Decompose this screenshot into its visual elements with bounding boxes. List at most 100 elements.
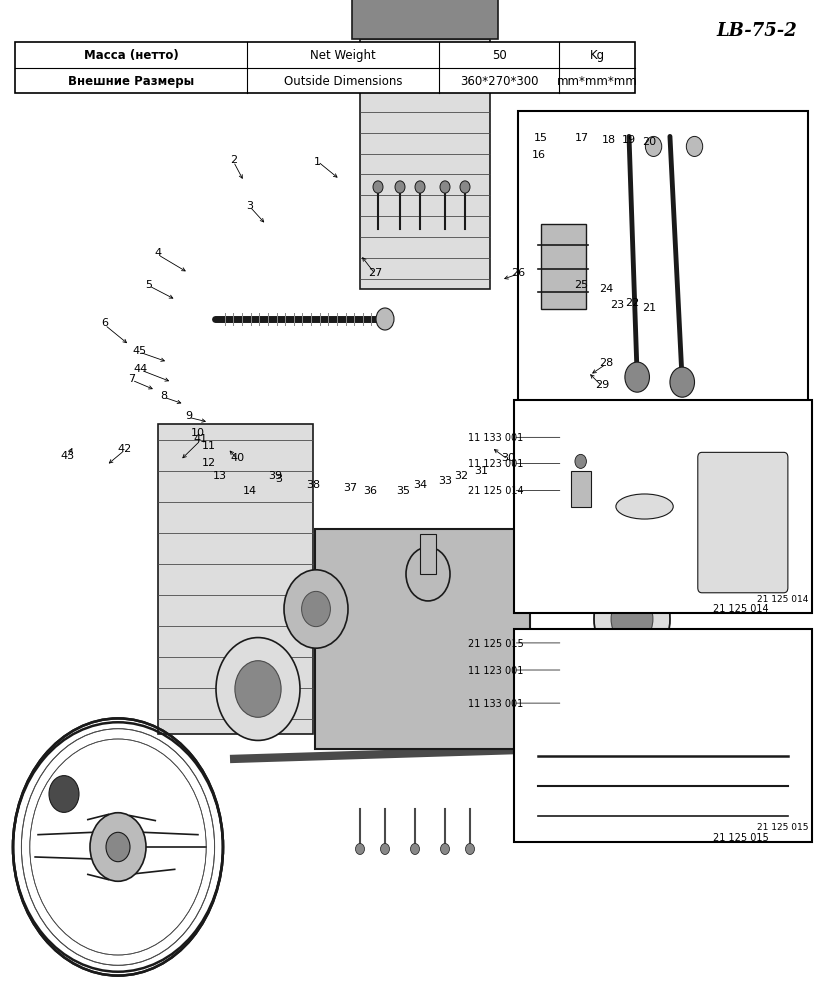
Text: 19: 19 bbox=[622, 135, 636, 145]
Circle shape bbox=[594, 573, 670, 666]
Bar bbox=[560, 310, 735, 450]
Bar bbox=[352, 0, 498, 40]
Bar bbox=[360, 40, 490, 290]
Text: 33: 33 bbox=[437, 476, 452, 486]
Bar bbox=[514, 401, 812, 613]
Text: 27: 27 bbox=[368, 268, 382, 278]
Circle shape bbox=[611, 594, 653, 645]
Text: 6: 6 bbox=[102, 318, 108, 328]
Ellipse shape bbox=[616, 494, 673, 520]
Circle shape bbox=[216, 638, 300, 740]
Circle shape bbox=[460, 181, 470, 194]
Bar bbox=[541, 225, 586, 311]
Text: Kg: Kg bbox=[590, 49, 604, 62]
Text: 11 123 001: 11 123 001 bbox=[468, 459, 524, 469]
Circle shape bbox=[645, 137, 662, 157]
Text: 39: 39 bbox=[268, 471, 283, 481]
Text: 40: 40 bbox=[230, 453, 245, 463]
Text: 50: 50 bbox=[491, 49, 507, 62]
Text: 3: 3 bbox=[275, 474, 282, 484]
Text: Outside Dimensions: Outside Dimensions bbox=[284, 75, 402, 88]
Text: 44: 44 bbox=[133, 364, 148, 374]
Text: 29: 29 bbox=[595, 380, 609, 390]
Text: 43: 43 bbox=[60, 451, 75, 461]
Bar bbox=[571, 472, 591, 507]
Text: 21: 21 bbox=[642, 303, 657, 313]
Circle shape bbox=[355, 844, 364, 855]
Text: 21 125 014: 21 125 014 bbox=[713, 603, 768, 613]
Text: 42: 42 bbox=[117, 444, 132, 454]
Circle shape bbox=[415, 181, 425, 194]
Circle shape bbox=[373, 181, 383, 194]
Text: 24: 24 bbox=[599, 284, 613, 294]
Bar bbox=[518, 112, 808, 423]
Text: 23: 23 bbox=[610, 300, 625, 310]
Text: 360*270*300: 360*270*300 bbox=[460, 75, 538, 88]
Text: 45: 45 bbox=[132, 346, 147, 356]
Text: 8: 8 bbox=[161, 391, 167, 401]
Text: 21 125 014: 21 125 014 bbox=[468, 486, 524, 496]
Text: 7: 7 bbox=[129, 374, 135, 384]
Text: 3: 3 bbox=[247, 200, 253, 210]
Circle shape bbox=[465, 844, 474, 855]
Bar bbox=[157, 425, 313, 734]
Circle shape bbox=[235, 661, 281, 717]
Text: 36: 36 bbox=[363, 486, 378, 496]
Text: 13: 13 bbox=[212, 471, 227, 481]
Text: 15: 15 bbox=[533, 133, 548, 143]
Text: 38: 38 bbox=[306, 480, 321, 490]
Text: 34: 34 bbox=[413, 480, 428, 490]
Circle shape bbox=[49, 776, 79, 813]
Circle shape bbox=[395, 181, 405, 194]
Text: 25: 25 bbox=[574, 280, 589, 290]
Circle shape bbox=[575, 455, 586, 469]
Circle shape bbox=[440, 181, 450, 194]
Circle shape bbox=[670, 368, 695, 398]
Text: 21 125 015: 21 125 015 bbox=[757, 823, 808, 832]
Text: 9: 9 bbox=[185, 411, 192, 421]
Text: 16: 16 bbox=[532, 150, 546, 160]
Text: 37: 37 bbox=[343, 483, 358, 493]
Circle shape bbox=[106, 833, 130, 862]
Text: 32: 32 bbox=[454, 471, 468, 481]
Text: 4: 4 bbox=[155, 247, 161, 258]
Bar bbox=[315, 529, 530, 749]
Text: mm*mm*mm: mm*mm*mm bbox=[557, 75, 637, 88]
Circle shape bbox=[441, 844, 450, 855]
Text: Внешние Размеры: Внешние Размеры bbox=[68, 75, 194, 88]
Circle shape bbox=[406, 547, 450, 601]
Circle shape bbox=[686, 137, 703, 157]
Text: 11 133 001: 11 133 001 bbox=[468, 698, 523, 708]
Circle shape bbox=[90, 813, 146, 882]
Text: 5: 5 bbox=[146, 280, 152, 290]
Text: 11: 11 bbox=[201, 441, 216, 451]
Circle shape bbox=[410, 844, 419, 855]
Text: 30: 30 bbox=[500, 453, 515, 463]
Text: 20: 20 bbox=[642, 137, 657, 147]
Text: 35: 35 bbox=[396, 486, 410, 496]
Text: 28: 28 bbox=[599, 358, 613, 368]
Text: 11 133 001: 11 133 001 bbox=[468, 433, 523, 443]
Text: 31: 31 bbox=[474, 466, 489, 476]
Text: Масса (нетто): Масса (нетто) bbox=[84, 49, 179, 62]
Bar bbox=[15, 43, 635, 94]
Text: 10: 10 bbox=[191, 428, 206, 438]
Text: 11 123 001: 11 123 001 bbox=[468, 665, 524, 675]
FancyBboxPatch shape bbox=[698, 453, 788, 593]
Circle shape bbox=[301, 592, 330, 627]
Circle shape bbox=[625, 363, 649, 393]
Text: 21 125 014: 21 125 014 bbox=[757, 594, 808, 603]
Text: 26: 26 bbox=[511, 268, 526, 278]
Circle shape bbox=[376, 309, 394, 331]
Text: 12: 12 bbox=[201, 458, 216, 468]
Circle shape bbox=[284, 570, 348, 648]
Bar bbox=[514, 629, 812, 842]
Text: 22: 22 bbox=[625, 298, 640, 308]
Text: Net Weight: Net Weight bbox=[310, 49, 376, 62]
Text: LB-75-2: LB-75-2 bbox=[716, 22, 797, 40]
Bar bbox=[628, 409, 686, 457]
Text: 17: 17 bbox=[574, 133, 589, 143]
Text: 14: 14 bbox=[242, 486, 257, 496]
Text: 18: 18 bbox=[601, 135, 616, 145]
Text: 41: 41 bbox=[193, 434, 208, 444]
